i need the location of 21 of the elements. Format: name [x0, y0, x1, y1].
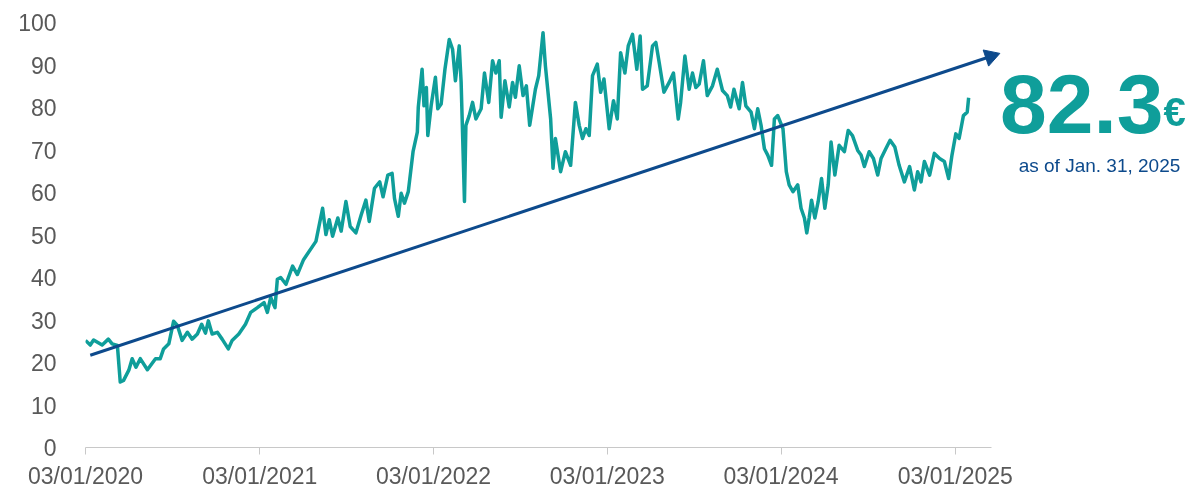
text: €	[1163, 89, 1186, 134]
y-tick-label: 80	[30, 95, 57, 121]
y-tick-label: 10	[30, 392, 57, 419]
text: 82.3	[1000, 56, 1164, 151]
y-tick-label: 60	[30, 180, 57, 206]
y-tick-label: 30	[30, 307, 57, 334]
x-tick-label: 03/01/2020	[27, 462, 144, 489]
x-tick-label: 03/01/2025	[897, 462, 1013, 489]
x-tick-label: 03/01/2021	[202, 462, 318, 489]
y-tick-label: 50	[30, 222, 57, 249]
y-tick-label: 70	[30, 137, 57, 164]
x-tick-label: 03/01/2024	[723, 462, 839, 489]
y-tick-label: 0	[43, 435, 57, 461]
x-tick-label: 03/01/2022	[375, 462, 492, 489]
text: as of Jan. 31, 2025	[1018, 155, 1181, 176]
y-tick-label: 20	[30, 350, 57, 376]
y-tick-label: 100	[18, 10, 57, 36]
line-series	[85, 30, 971, 384]
x-tick-label: 03/01/2023	[549, 462, 665, 489]
y-tick-label: 90	[30, 52, 57, 79]
y-tick-label: 40	[30, 265, 57, 291]
